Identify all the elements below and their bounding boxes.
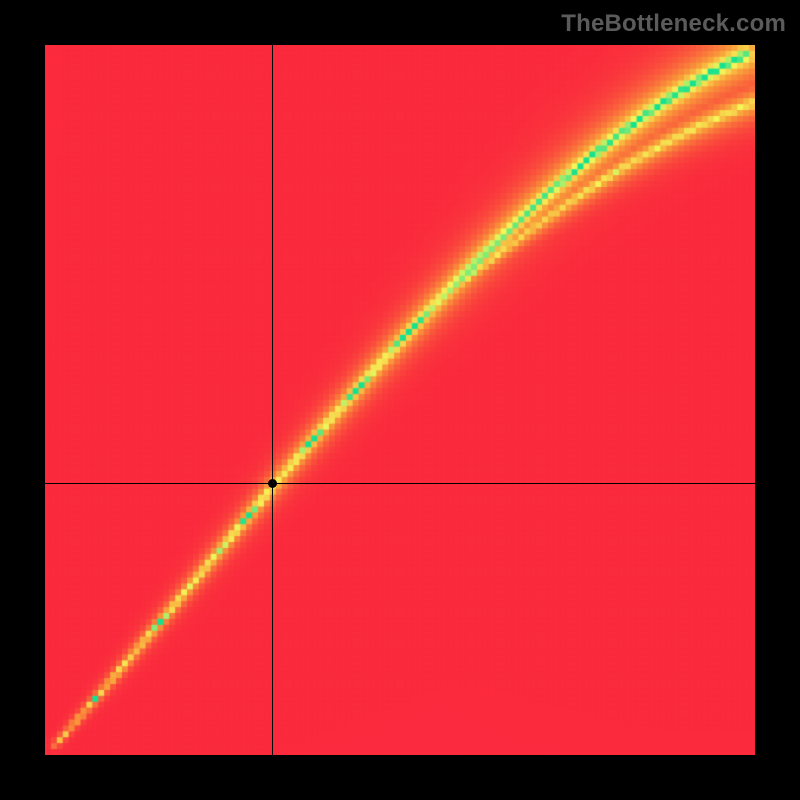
crosshair-vertical: [272, 45, 273, 755]
heatmap-plot: [45, 45, 755, 755]
heatmap-canvas: [45, 45, 755, 755]
watermark-text: TheBottleneck.com: [561, 10, 786, 38]
crosshair-marker: [268, 479, 277, 488]
crosshair-horizontal: [45, 483, 755, 484]
